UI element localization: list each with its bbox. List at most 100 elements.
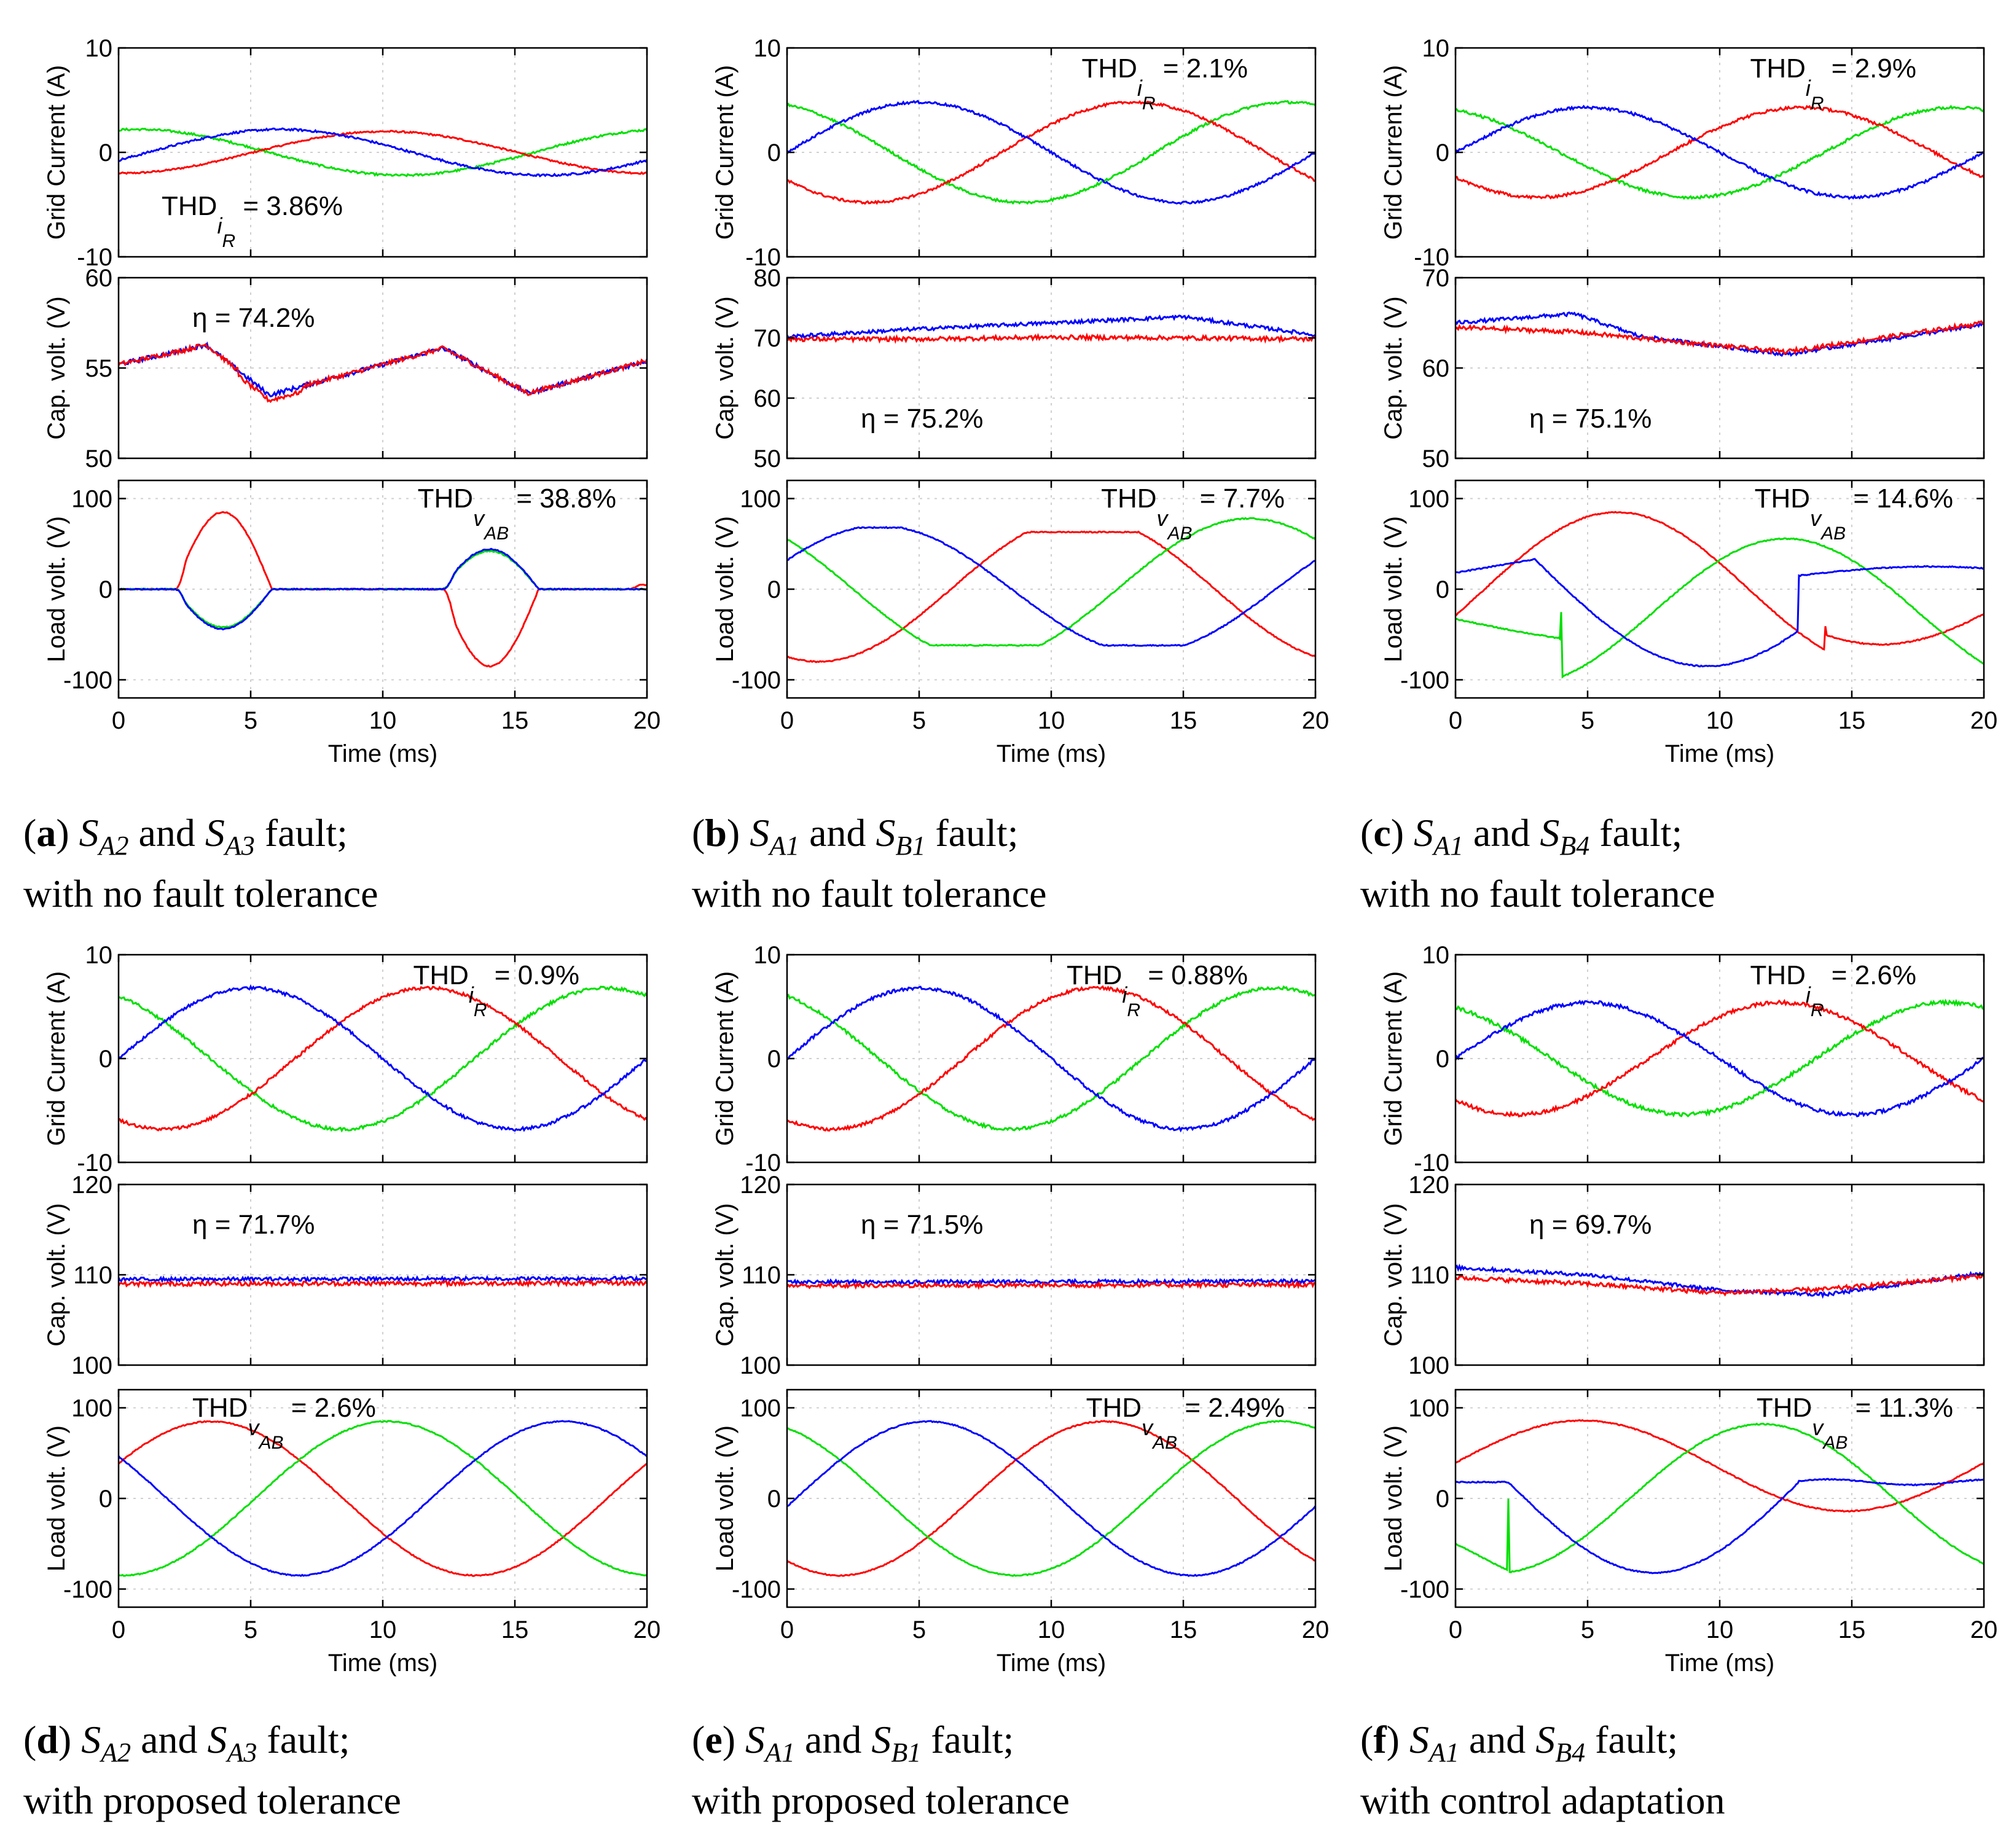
series-red-line [118,130,648,175]
y-axis-label: Load volt. (V) [1380,1425,1407,1572]
y-axis-label: Cap. volt. (V) [1380,1203,1407,1346]
efficiency-annotation: η = 74.2% [192,303,315,333]
y-axis-label: Cap. volt. (V) [43,1203,70,1346]
caption-switch-1: A2 [101,1737,131,1768]
y-tick-label: 50 [85,445,113,472]
y-tick-label: 60 [1422,355,1450,382]
x-axis-label: Time (ms) [1665,1650,1774,1677]
x-tick-label: 0 [1449,707,1462,734]
x-tick-label: 15 [501,1616,529,1643]
grid-current-subplot: 10 0 -10 Grid Current (A) THDiR = 3.86% [43,35,648,271]
x-tick-label: 20 [633,707,661,734]
y-tick-label: 80 [754,265,782,292]
caption-line2: with no fault tolerance [1360,872,1715,915]
y-tick-label: 110 [742,1262,781,1289]
y-axis-label: Cap. volt. (V) [711,1203,739,1346]
y-tick-label: -100 [732,1576,781,1603]
series-blue-line [786,526,1316,647]
y-tick-label: -100 [63,667,112,694]
thd-prefix: THD [1755,484,1810,514]
series-red-line [117,1420,648,1577]
thd-prefix: THD [1101,484,1156,514]
y-tick-label: 10 [754,35,782,62]
thd-suffix: = 2.9% [1824,53,1916,84]
thd-annotation: THDiR = 2.6% [1750,960,1916,1020]
y-tick-label: 0 [767,1486,781,1513]
series-green-line [786,985,1316,1132]
caption-switch-2: B1 [895,831,926,861]
caption-letter: d [36,1718,58,1761]
x-axis-label: Time (ms) [1665,740,1774,767]
thd-subsub: AB [1167,523,1193,544]
thd-sub: i [1806,76,1811,101]
thd-suffix: = 0.88% [1140,960,1248,990]
series-red-line [786,332,1317,344]
thd-subsub: AB [483,523,509,544]
caption-fault: fault; [931,1718,1014,1761]
y-axis-label: Load volt. (V) [711,1425,739,1572]
y-tick-label: -10 [745,244,781,271]
series-blue-line [1455,558,1985,668]
thd-subsub: R [474,1000,487,1020]
thd-sub: i [217,213,222,238]
thd-annotation: THDvAB = 2.49% [1086,1393,1285,1453]
caption-switch-2: A3 [224,831,255,861]
x-tick-label: 10 [1038,707,1065,734]
x-tick-label: 10 [369,707,397,734]
thd-sub: i [1137,76,1143,101]
series-blue-line [1454,311,1985,357]
x-tick-label: 15 [1838,707,1866,734]
caption-letter: c [1373,811,1391,855]
x-tick-label: 5 [244,1616,257,1643]
series-red-line [118,985,648,1132]
thd-suffix: = 11.3% [1847,1393,1953,1423]
series-green-line [1455,537,1985,679]
thd-sub: v [1142,1415,1154,1440]
caption-f: (f) SA1 and SB4 fault; with control adap… [1360,1712,1725,1829]
x-tick-label: 0 [112,1616,125,1643]
series-blue-line [118,984,648,1132]
thd-subsub: R [1811,93,1824,114]
thd-subsub: R [1811,1000,1824,1020]
x-tick-label: 10 [1038,1616,1065,1643]
y-axis-label: Cap. volt. (V) [43,296,70,439]
y-tick-label: 0 [1436,1046,1449,1073]
y-tick-label: 0 [1436,139,1449,166]
y-tick-label: 100 [71,1395,112,1422]
caption-fault: fault; [264,811,348,855]
y-tick-label: 60 [85,265,113,292]
caption-switch-2: A3 [227,1737,257,1768]
series-blue-line [786,314,1316,340]
y-tick-label: -100 [1400,667,1449,694]
y-axis-label: Load volt. (V) [1380,516,1407,662]
x-tick-label: 15 [1838,1616,1866,1643]
y-tick-label: 120 [1408,1172,1449,1199]
caption-switch-1: A1 [769,831,800,861]
series-red-line [117,342,648,404]
y-tick-label: 10 [1422,35,1450,62]
y-tick-label: 70 [1422,265,1450,292]
y-tick-label: 0 [767,139,781,166]
series-red-line [786,1280,1316,1290]
thd-sub: v [1810,506,1822,531]
series-red-line [1455,104,1985,200]
series-red-line [1454,1272,1985,1297]
caption-fault: fault; [1595,1718,1679,1761]
x-axis-label: Time (ms) [328,740,437,767]
y-tick-label: -10 [1414,244,1449,271]
thd-subsub: AB [257,1433,283,1453]
y-tick-label: -10 [745,1149,781,1177]
series-green-line [1455,998,1985,1118]
load-voltage-subplot: 100 0 -100 0 5 10 15 20 Time (ms) Load volt. (V) T… [711,479,1329,767]
thd-subsub: AB [1822,1433,1847,1453]
y-tick-label: 100 [740,1395,781,1422]
thd-annotation: THDvAB = 7.7% [1101,484,1285,544]
thd-annotation: THDvAB = 11.3% [1757,1393,1953,1453]
y-axis-label: Grid Current (A) [43,971,70,1146]
thd-subsub: R [1142,93,1156,114]
x-tick-label: 5 [1581,707,1594,734]
series-green-line [786,1420,1316,1577]
